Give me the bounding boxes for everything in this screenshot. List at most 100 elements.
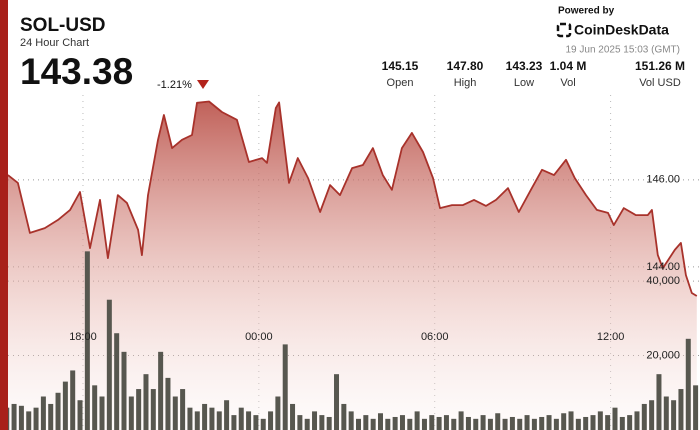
volume-bar [495, 413, 501, 430]
volume-bar [326, 416, 332, 430]
volume-bar [597, 411, 603, 430]
volume-bar [172, 396, 178, 430]
volume-bar [260, 418, 266, 430]
volume-bar [663, 396, 669, 430]
volume-bar [377, 413, 383, 430]
volume-bar [216, 411, 222, 430]
volume-bar [509, 416, 515, 430]
volume-bar [231, 415, 237, 430]
volume-bar [282, 344, 288, 430]
volume-bar [575, 418, 581, 430]
volume-bar [641, 403, 647, 430]
volume-bar [429, 415, 435, 430]
volume-bar [253, 415, 259, 430]
volume-bar [561, 413, 567, 430]
volume-bar [304, 418, 310, 430]
volume-bar [568, 411, 574, 430]
stat-value: 1.04 M [550, 59, 587, 73]
area-layer [7, 101, 697, 430]
volume-bar [605, 415, 611, 430]
volume-bar [443, 415, 449, 430]
volume-bar [268, 411, 274, 430]
volume-bar [627, 415, 633, 430]
brand: CoinDeskData [574, 22, 669, 38]
volume-bar [238, 407, 244, 430]
volume-bar [421, 418, 427, 430]
price: 143.38 [20, 51, 133, 92]
stat-label: Vol USD [639, 77, 681, 89]
volume-bar [121, 351, 127, 430]
volume-bar [275, 396, 281, 430]
accent-strip [0, 0, 8, 430]
volume-bar [128, 396, 134, 430]
y-tick-label: 144.00 [646, 261, 680, 273]
volume-bar [165, 377, 171, 430]
volume-bar [99, 396, 105, 430]
stat-label: High [454, 77, 477, 89]
volume-bar [84, 251, 90, 430]
label-layer: 146.00 144.00 18:00 00:00 06:00 12:00 20,000 40… [69, 174, 680, 362]
volume-bar [656, 374, 662, 430]
y-tick-label: 40,000 [646, 275, 680, 287]
volume-bar [150, 389, 156, 430]
stat-label: Open [387, 77, 414, 89]
volume-bar [356, 418, 362, 430]
price-line [7, 100, 698, 297]
volume-bar [612, 407, 618, 430]
volume-bar [26, 411, 32, 430]
stat-value: 151.26 M [635, 59, 685, 73]
down-arrow [197, 80, 209, 89]
volume-bar [649, 400, 655, 430]
volume-bar [297, 415, 303, 430]
stat-label: Vol [560, 77, 575, 89]
volume-bar [224, 400, 230, 430]
volume-bar [392, 416, 398, 430]
x-tick-label: 12:00 [597, 331, 625, 343]
volume-bar [40, 396, 46, 430]
volume-bar [685, 338, 691, 430]
volume-bar [502, 418, 508, 430]
volume-bar [55, 392, 61, 430]
volume-bar [202, 403, 208, 430]
volume-bar [524, 415, 530, 430]
volume-bar [319, 415, 325, 430]
volume-bar [546, 415, 552, 430]
volume-bar [290, 403, 296, 430]
volume-bar [517, 418, 523, 430]
volume-bar [334, 374, 340, 430]
stats: 145.15 Open 147.80 High 143.23 Low 1.04 M Vol 15… [382, 59, 685, 89]
volume-bar [553, 418, 559, 430]
volume-bar [634, 411, 640, 430]
bar-layer [4, 251, 699, 430]
x-tick-label: 18:00 [69, 331, 97, 343]
volume-bar [187, 407, 193, 430]
volume-bar [487, 418, 493, 430]
volume-bar [480, 415, 486, 430]
volume-bar [70, 370, 76, 430]
volume-bar [436, 416, 442, 430]
volume-bar [33, 407, 39, 430]
volume-bar [407, 418, 413, 430]
volume-bar [48, 403, 54, 430]
volume-bar [77, 400, 83, 430]
volume-bar [583, 416, 589, 430]
volume-bar [143, 374, 149, 430]
volume-bar [619, 416, 625, 430]
volume-bar [414, 411, 420, 430]
volume-bar [106, 299, 112, 430]
powered-by: Powered by [558, 6, 615, 17]
volume-bar [180, 389, 186, 430]
title: SOL-USD [20, 15, 106, 36]
volume-bar [385, 418, 391, 430]
x-tick-label: 06:00 [421, 331, 449, 343]
volume-bar [62, 381, 68, 430]
price-area [7, 101, 697, 430]
plot-area: 146.00 144.00 18:00 00:00 06:00 12:00 20,000 40… [4, 95, 700, 430]
volume-bar [458, 411, 464, 430]
y-tick-label: 20,000 [646, 349, 680, 361]
volume-bar [18, 405, 24, 430]
volume-bar [590, 415, 596, 430]
stat-label: Low [514, 77, 534, 89]
volume-bar [348, 411, 354, 430]
